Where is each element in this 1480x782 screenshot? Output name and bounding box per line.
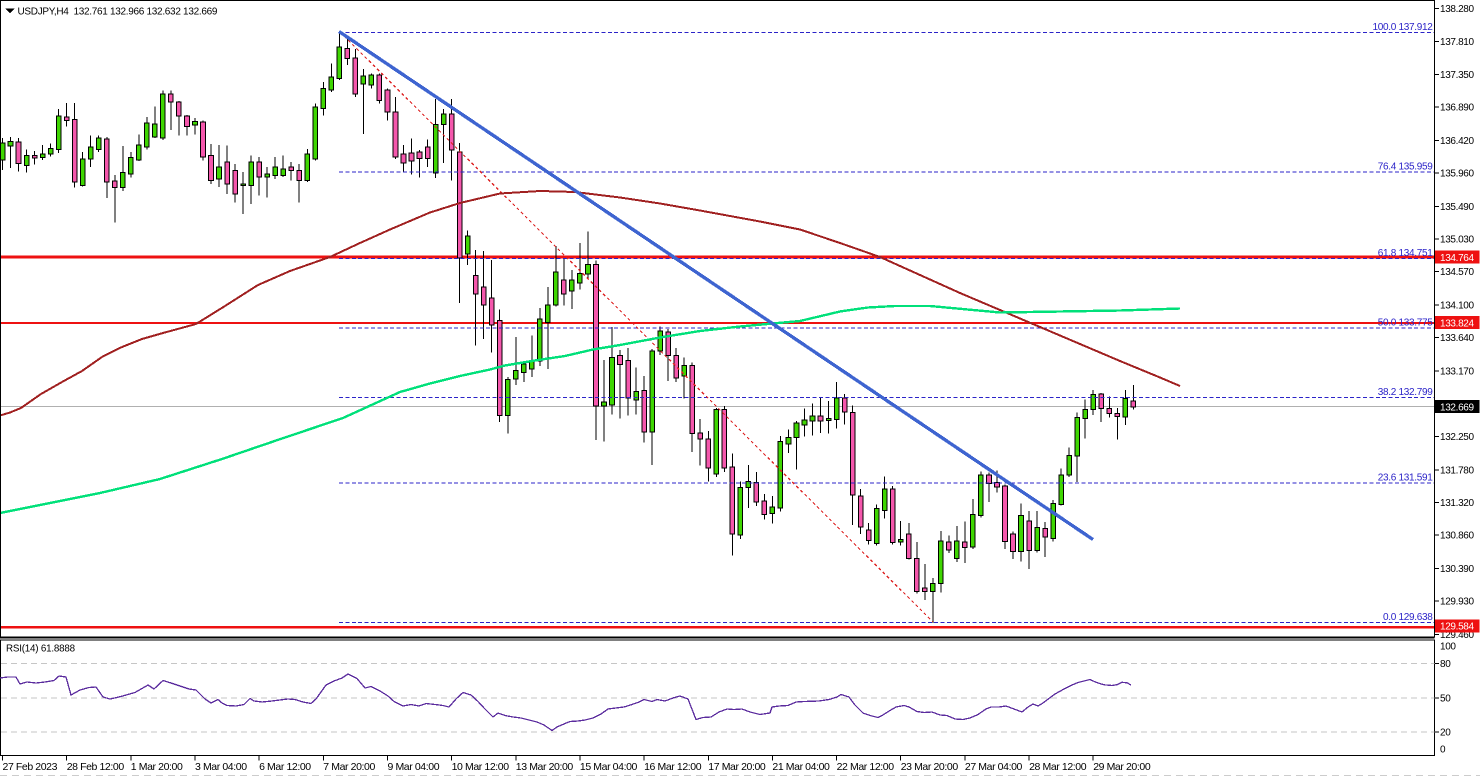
svg-text:138.280: 138.280 xyxy=(1440,4,1474,15)
svg-text:129.460: 129.460 xyxy=(1440,630,1474,641)
svg-text:28 Mar 12:00: 28 Mar 12:00 xyxy=(1029,761,1087,773)
svg-text:130.860: 130.860 xyxy=(1440,531,1474,542)
svg-text:17 Mar 20:00: 17 Mar 20:00 xyxy=(708,761,766,773)
svg-text:1 Mar 20:00: 1 Mar 20:00 xyxy=(131,761,183,773)
svg-text:133.170: 133.170 xyxy=(1440,367,1474,378)
svg-text:27 Feb 2023: 27 Feb 2023 xyxy=(3,761,58,773)
svg-text:RSI(14) 61.8888: RSI(14) 61.8888 xyxy=(6,644,76,655)
svg-text:9 Mar 04:00: 9 Mar 04:00 xyxy=(388,761,440,773)
svg-text:100.0 137.912: 100.0 137.912 xyxy=(1372,22,1433,33)
svg-text:50.0 133.775: 50.0 133.775 xyxy=(1378,317,1434,328)
svg-text:13 Mar 20:00: 13 Mar 20:00 xyxy=(516,761,574,773)
svg-text:131.320: 131.320 xyxy=(1440,498,1474,509)
svg-text:38.2 132.799: 38.2 132.799 xyxy=(1378,387,1434,398)
svg-text:0.0 129.638: 0.0 129.638 xyxy=(1383,612,1433,623)
svg-text:0: 0 xyxy=(1440,745,1446,756)
svg-text:100: 100 xyxy=(1440,642,1456,653)
svg-text:6 Mar 12:00: 6 Mar 12:00 xyxy=(259,761,311,773)
svg-text:USDJPY,H4 132.761 132.966 132: USDJPY,H4 132.761 132.966 132.632 132.66… xyxy=(18,7,218,18)
svg-text:137.810: 137.810 xyxy=(1440,37,1474,48)
svg-text:28 Feb 12:00: 28 Feb 12:00 xyxy=(67,761,125,773)
svg-text:135.960: 135.960 xyxy=(1440,169,1474,180)
svg-text:61.8 134.751: 61.8 134.751 xyxy=(1378,248,1434,259)
svg-text:135.490: 135.490 xyxy=(1440,202,1474,213)
svg-text:133.640: 133.640 xyxy=(1440,333,1474,344)
svg-text:22 Mar 12:00: 22 Mar 12:00 xyxy=(837,761,895,773)
svg-text:137.350: 137.350 xyxy=(1440,70,1474,81)
svg-text:3 Mar 04:00: 3 Mar 04:00 xyxy=(195,761,247,773)
svg-text:23 Mar 20:00: 23 Mar 20:00 xyxy=(901,761,959,773)
svg-text:132.250: 132.250 xyxy=(1440,432,1474,443)
svg-text:50: 50 xyxy=(1440,693,1451,704)
svg-text:80: 80 xyxy=(1440,659,1451,670)
svg-text:134.100: 134.100 xyxy=(1440,301,1474,312)
svg-text:10 Mar 12:00: 10 Mar 12:00 xyxy=(452,761,510,773)
svg-text:134.764: 134.764 xyxy=(1440,253,1474,264)
svg-text:20: 20 xyxy=(1440,728,1451,739)
svg-text:23.6 131.591: 23.6 131.591 xyxy=(1378,473,1434,484)
svg-text:134.570: 134.570 xyxy=(1440,267,1474,278)
svg-text:131.780: 131.780 xyxy=(1440,465,1474,476)
svg-text:136.890: 136.890 xyxy=(1440,103,1474,114)
svg-text:132.669: 132.669 xyxy=(1440,402,1474,413)
svg-text:76.4 135.959: 76.4 135.959 xyxy=(1378,162,1434,173)
svg-text:133.824: 133.824 xyxy=(1440,319,1474,330)
svg-text:135.030: 135.030 xyxy=(1440,235,1474,246)
svg-text:129.584: 129.584 xyxy=(1440,622,1474,633)
svg-text:16 Mar 12:00: 16 Mar 12:00 xyxy=(644,761,702,773)
svg-text:129.930: 129.930 xyxy=(1440,597,1474,608)
svg-text:21 Mar 04:00: 21 Mar 04:00 xyxy=(772,761,830,773)
svg-text:130.390: 130.390 xyxy=(1440,564,1474,575)
svg-text:136.420: 136.420 xyxy=(1440,136,1474,147)
svg-text:7 Mar 20:00: 7 Mar 20:00 xyxy=(323,761,375,773)
svg-text:15 Mar 04:00: 15 Mar 04:00 xyxy=(580,761,638,773)
svg-text:27 Mar 04:00: 27 Mar 04:00 xyxy=(965,761,1023,773)
svg-text:29 Mar 20:00: 29 Mar 20:00 xyxy=(1093,761,1151,773)
